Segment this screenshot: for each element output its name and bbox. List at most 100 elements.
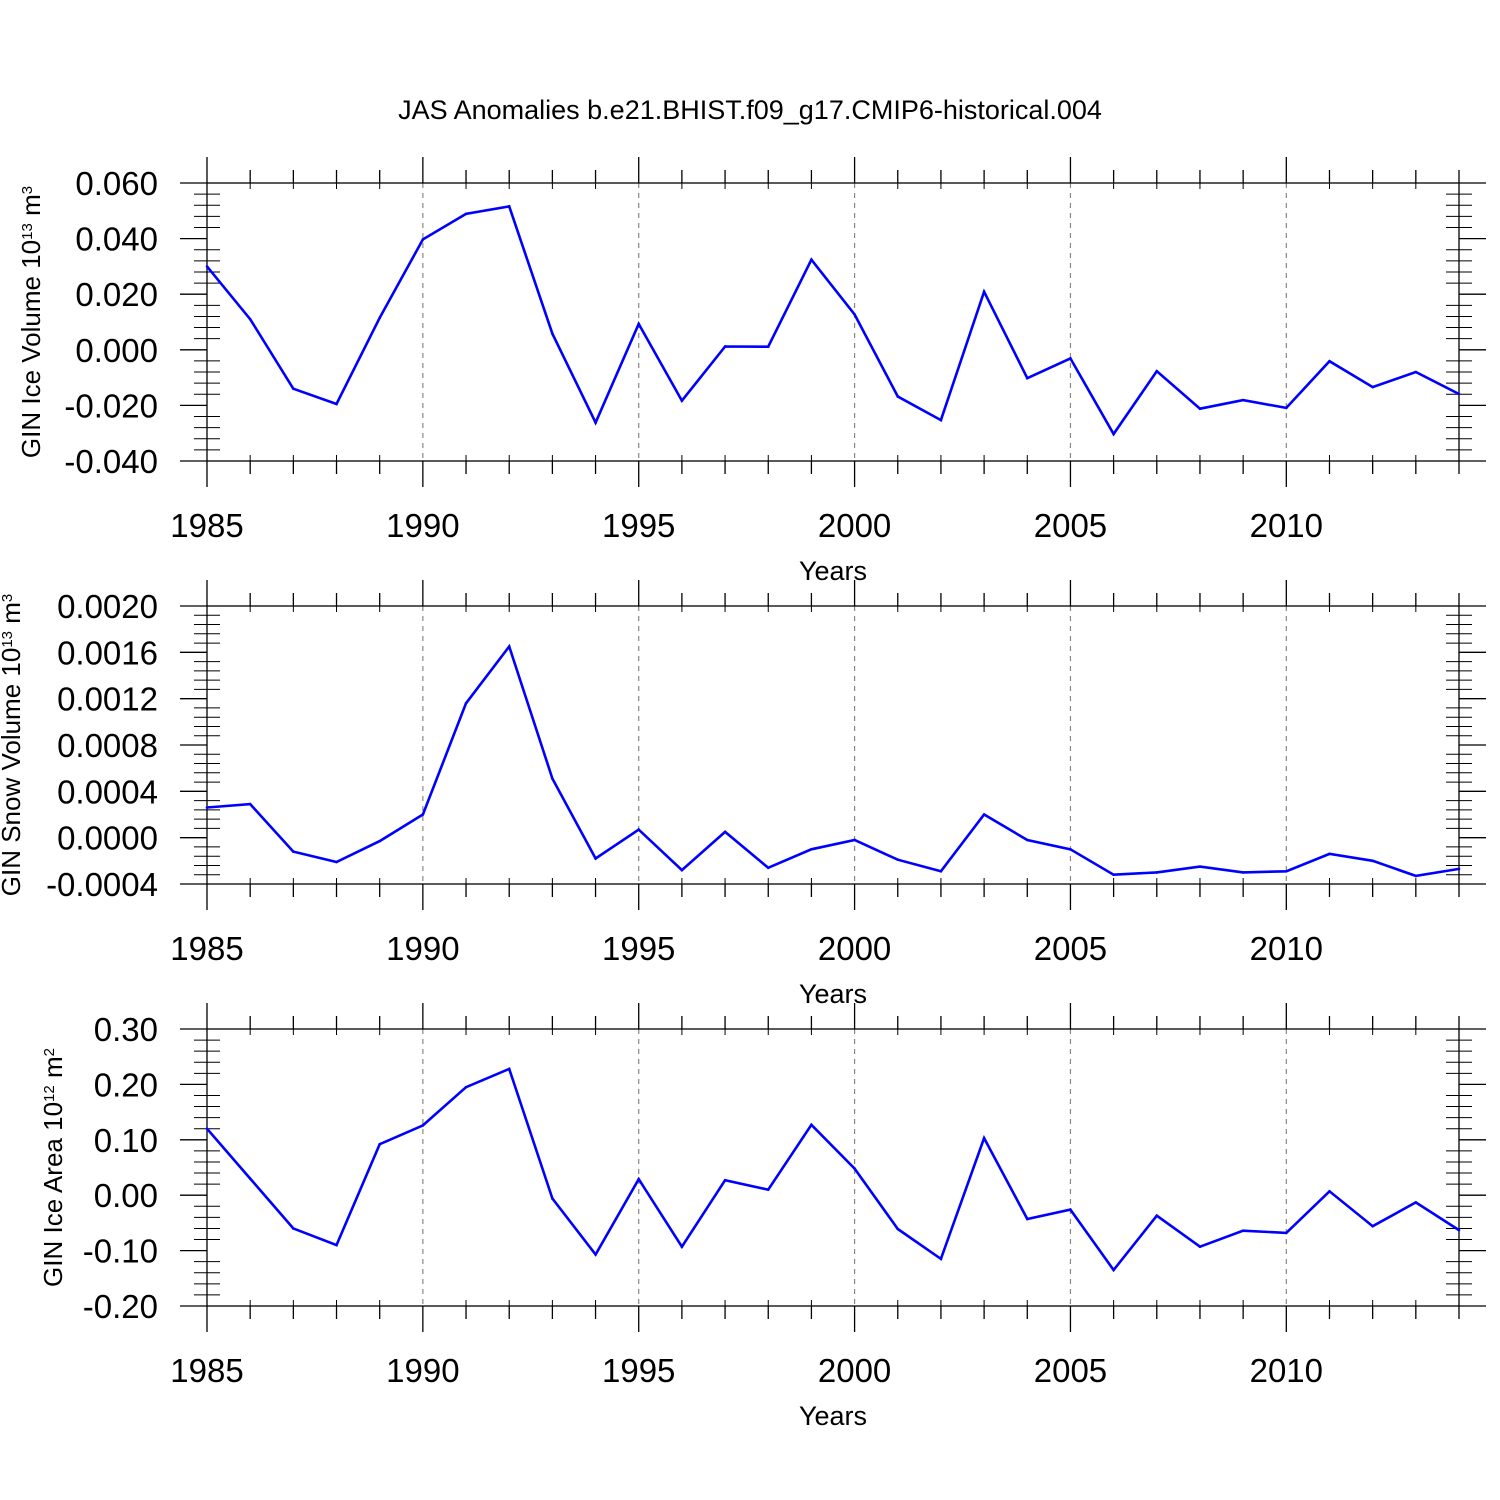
- data-point: [1155, 369, 1159, 373]
- data-point: [939, 1257, 943, 1261]
- x-axis-label: Years: [799, 1401, 867, 1431]
- data-point: [1414, 1201, 1418, 1204]
- data-point: [1198, 865, 1202, 868]
- y-tick-label: 0.00: [94, 1177, 158, 1214]
- x-tick-label: 2010: [1250, 1352, 1323, 1389]
- y-axis-label-superscript: 12: [41, 1085, 58, 1102]
- data-point: [982, 1136, 986, 1140]
- y-tick-label: 0.0004: [57, 773, 158, 810]
- data-point: [680, 1245, 684, 1249]
- data-point: [292, 1227, 295, 1230]
- y-tick-label: 0.0020: [57, 588, 158, 625]
- data-point: [939, 869, 943, 873]
- x-tick-label: 2010: [1250, 507, 1323, 544]
- data-point: [378, 839, 381, 843]
- plot-frame: [206, 182, 1460, 462]
- data-point: [723, 1178, 727, 1182]
- data-point: [1025, 838, 1029, 842]
- x-tick-label: 2010: [1250, 930, 1323, 967]
- y-tick-label: 0.040: [75, 221, 158, 258]
- data-point: [464, 212, 468, 216]
- y-tick-label: 0.30: [94, 1011, 158, 1048]
- y-axis-label: GIN Snow Volume 1013 m3: [0, 594, 26, 897]
- y-tick-label: 0.20: [94, 1066, 158, 1103]
- data-point: [1241, 871, 1245, 874]
- data-point: [378, 1142, 381, 1146]
- data-point: [637, 1177, 641, 1181]
- y-tick-label: 0.0008: [57, 727, 158, 764]
- data-point: [1371, 859, 1374, 863]
- y-tick-label: 0.0000: [57, 820, 158, 857]
- data-point: [335, 860, 338, 864]
- x-tick-label: 1995: [602, 507, 675, 544]
- data-point: [853, 313, 856, 316]
- data-point: [1241, 1229, 1245, 1232]
- y-axis-label-part: m: [38, 1056, 68, 1085]
- data-point: [810, 258, 813, 262]
- data-point: [335, 402, 338, 406]
- plot-frame: [206, 1028, 1460, 1307]
- y-axis-label-part: GIN Snow Volume 10: [0, 648, 26, 897]
- data-point: [1069, 1208, 1072, 1211]
- data-point: [551, 777, 554, 780]
- y-axis-label-superscript: 13: [19, 223, 36, 240]
- y-axis-label-part: GIN Ice Area 10: [38, 1102, 68, 1287]
- data-point: [464, 1085, 468, 1089]
- data-point: [205, 806, 209, 809]
- data-point: [421, 1124, 425, 1127]
- data-point: [1371, 385, 1374, 389]
- figure-title: JAS Anomalies b.e21.BHIST.f09_g17.CMIP6-…: [398, 95, 1102, 125]
- data-point: [810, 847, 813, 851]
- x-tick-label: 1990: [386, 507, 459, 544]
- data-point: [723, 345, 727, 348]
- y-tick-label: -0.0004: [46, 866, 158, 903]
- panels-container: -0.040 -0.020 0.000 0.020 0.040 0.060 1985 1990…: [0, 157, 1486, 1431]
- data-point: [896, 1227, 900, 1231]
- x-tick-label: 1990: [386, 1352, 459, 1389]
- plot-frame: [206, 605, 1460, 885]
- data-point: [853, 1167, 856, 1170]
- data-point: [1328, 1190, 1331, 1193]
- x-axis-label: Years: [799, 556, 867, 586]
- data-point: [551, 332, 554, 335]
- data-point: [205, 1127, 209, 1131]
- y-tick-label: -0.020: [64, 387, 158, 424]
- data-point: [292, 387, 295, 391]
- panel-1: -0.040 -0.020 0.000 0.020 0.040 0.060 1985 1990…: [16, 157, 1486, 586]
- data-point: [1025, 1217, 1029, 1221]
- y-tick-label: 0.060: [75, 165, 158, 202]
- data-point: [248, 1177, 252, 1180]
- y-tick-label: 0.0012: [57, 681, 158, 718]
- data-point: [1112, 873, 1115, 877]
- x-tick-label: 2000: [818, 930, 891, 967]
- series-line: [206, 643, 1460, 878]
- y-tick-label: -0.20: [83, 1288, 158, 1325]
- data-point: [637, 322, 641, 326]
- data-point: [594, 1253, 597, 1256]
- data-point: [421, 813, 425, 816]
- data-point: [680, 868, 684, 872]
- data-point: [1155, 871, 1159, 874]
- data-point: [1069, 357, 1072, 360]
- data-point: [1069, 847, 1072, 851]
- data-point: [1285, 1231, 1288, 1235]
- data-point: [1285, 869, 1288, 873]
- series-line: [205, 204, 1460, 437]
- y-axis-label-part: GIN Ice Volume 10: [16, 240, 46, 458]
- y-tick-label: 0.0016: [57, 634, 158, 671]
- x-tick-label: 1995: [602, 930, 675, 967]
- data-point: [680, 399, 684, 402]
- data-point: [766, 1188, 770, 1191]
- y-axis-label-part: m: [0, 602, 26, 631]
- data-point: [248, 317, 252, 321]
- data-point: [896, 858, 900, 861]
- data-point: [1285, 406, 1288, 410]
- data-point: [939, 418, 943, 422]
- data-point: [810, 1123, 813, 1127]
- data-point: [335, 1243, 338, 1247]
- data-point: [896, 395, 900, 398]
- data-point: [766, 345, 770, 349]
- data-point: [1328, 852, 1331, 856]
- data-point: [292, 850, 295, 853]
